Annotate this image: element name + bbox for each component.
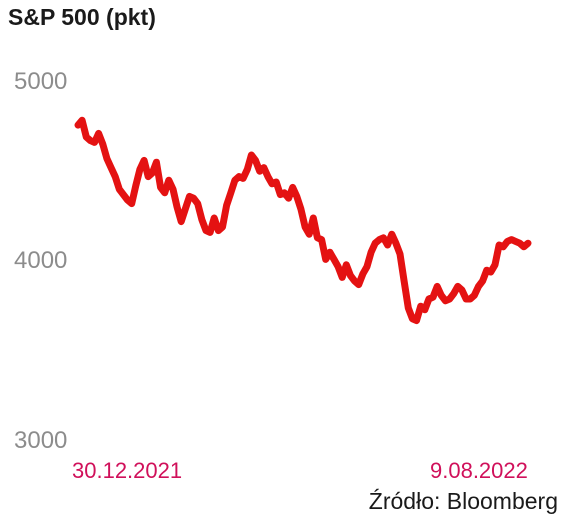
- series-layer: [74, 116, 532, 325]
- source-label: Źródło: Bloomberg: [368, 488, 558, 514]
- series-line-0: [74, 116, 532, 325]
- y-tick-label-3000: 3000: [14, 427, 68, 454]
- y-tick-label-5000: 5000: [14, 68, 68, 95]
- chart-title: S&P 500 (pkt): [8, 4, 156, 30]
- x-start-label: 30.12.2021: [72, 458, 183, 483]
- y-tick-label-4000: 4000: [14, 247, 68, 274]
- x-end-label: 9.08.2022: [430, 458, 528, 483]
